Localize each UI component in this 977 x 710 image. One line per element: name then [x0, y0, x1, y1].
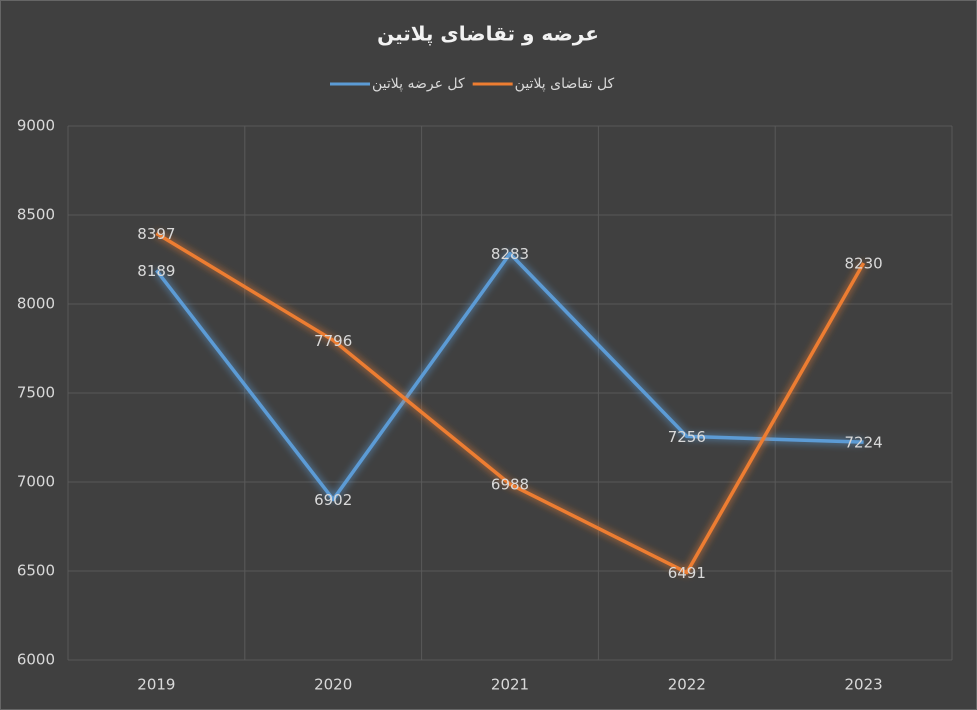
y-tick-label: 7500	[17, 384, 55, 402]
x-tick-label: 2020	[314, 676, 352, 694]
y-tick-label: 6000	[17, 651, 55, 669]
data-label: 8283	[491, 245, 529, 263]
y-tick-label: 7000	[17, 473, 55, 491]
data-label: 7224	[845, 434, 883, 452]
y-tick-label: 6500	[17, 562, 55, 580]
data-label: 8189	[137, 262, 175, 280]
chart-title: عرضه و تقاضای پلاتین	[377, 22, 599, 47]
data-label: 7796	[314, 332, 352, 350]
data-label: 8397	[137, 225, 175, 243]
data-label: 7256	[668, 428, 706, 446]
legend-label: کل تقاضای پلاتین	[515, 76, 615, 92]
data-label: 8230	[845, 255, 883, 273]
data-label: 6491	[668, 564, 706, 582]
data-label: 6902	[314, 491, 352, 509]
series-line	[155, 231, 866, 575]
x-tick-label: 2021	[491, 676, 529, 694]
y-tick-label: 9000	[17, 117, 55, 135]
data-label: 6988	[491, 476, 529, 494]
y-tick-label: 8500	[17, 206, 55, 224]
y-tick-label: 8000	[17, 295, 55, 313]
legend-label: کل عرضه پلاتین	[372, 76, 465, 92]
x-tick-label: 2022	[668, 676, 706, 694]
x-tick-label: 2023	[845, 676, 883, 694]
x-tick-label: 2019	[137, 676, 175, 694]
series-line	[155, 251, 864, 502]
